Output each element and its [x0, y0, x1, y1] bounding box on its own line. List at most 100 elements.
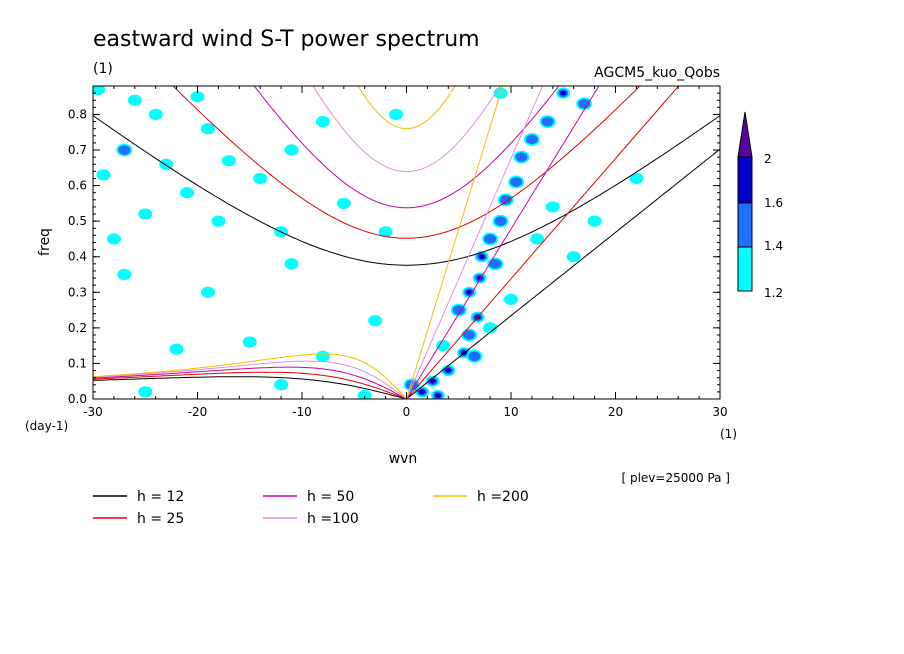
- colorbar-extend: [737, 111, 753, 158]
- chart-subtitle-right: AGCM5_kuo_Qobs: [594, 65, 720, 81]
- rossby-curve: [93, 366, 407, 399]
- power-blob: [368, 315, 383, 327]
- power-blob: [445, 368, 452, 373]
- gravity-curve: [253, 86, 560, 209]
- rossby-curve: [93, 360, 407, 399]
- power-blob: [357, 389, 372, 399]
- power-blob: [253, 172, 268, 185]
- power-blob: [468, 351, 481, 362]
- legend-label: h =200: [477, 489, 529, 505]
- y-tick-label: 0.2: [68, 321, 87, 335]
- colorbar-label: 1.2: [764, 286, 783, 300]
- power-blob: [419, 389, 426, 395]
- rossby-curve: [93, 376, 407, 399]
- power-blob: [530, 233, 545, 245]
- kelvin-curve: [406, 148, 720, 399]
- power-blob: [315, 115, 330, 128]
- dispersion-curves: [93, 86, 720, 399]
- colorbar-label: 1.4: [764, 239, 783, 253]
- kelvin-curve: [406, 86, 600, 399]
- chart-subtitle-left: (1): [93, 61, 113, 77]
- x-tick-label: 20: [608, 405, 623, 419]
- power-blob: [336, 197, 351, 209]
- y-tick-label: 0.5: [68, 214, 87, 228]
- power-blob: [578, 98, 591, 109]
- power-blob: [504, 293, 518, 306]
- power-blob: [138, 386, 153, 398]
- power-blob: [96, 169, 111, 181]
- chart-title: eastward wind S-T power spectrum: [93, 27, 480, 52]
- x-axis-label: wvn: [389, 451, 418, 467]
- legend-label: h =100: [307, 511, 359, 527]
- y-tick-label: 0.3: [68, 285, 87, 299]
- power-blob: [200, 123, 215, 135]
- power-blob: [200, 286, 215, 298]
- x-tick-label: 10: [503, 405, 518, 419]
- power-blob: [389, 108, 404, 121]
- colorbar-label: 1.6: [764, 196, 783, 210]
- gravity-curve: [357, 86, 456, 130]
- power-blob: [274, 379, 289, 391]
- power-blob: [541, 116, 554, 127]
- x-axis-unit: (1): [720, 427, 737, 441]
- kelvin-curve: [406, 86, 504, 399]
- power-blob: [127, 94, 142, 106]
- power-blob: [436, 340, 451, 352]
- power-blob: [483, 322, 498, 334]
- x-tick-label: -30: [83, 405, 103, 419]
- power-blob: [478, 254, 485, 260]
- plot-area: [92, 85, 721, 400]
- power-blob: [452, 305, 465, 315]
- power-blob: [106, 233, 121, 245]
- power-blob: [138, 208, 153, 220]
- power-blob: [434, 393, 441, 398]
- power-blob: [566, 251, 581, 263]
- power-blob: [211, 215, 226, 227]
- legend-label: h = 50: [307, 489, 354, 505]
- gravity-curve: [93, 115, 720, 266]
- y-tick-label: 0.1: [68, 356, 87, 370]
- x-axis: -30 -20 -10 0 10 20 30: [83, 86, 728, 419]
- power-blob: [315, 350, 330, 362]
- legend-label: h = 12: [137, 489, 184, 505]
- colorbar-segment: [737, 156, 753, 204]
- y-axis-unit: (day-1): [25, 419, 68, 433]
- y-axis-label: freq: [37, 228, 53, 256]
- power-blob: [587, 215, 602, 227]
- y-tick-label: 0.4: [68, 250, 87, 264]
- power-blob: [405, 379, 418, 390]
- colorbar-segment: [737, 246, 753, 292]
- power-blob: [242, 336, 257, 348]
- x-tick-label: -20: [188, 405, 208, 419]
- power-blob: [466, 289, 473, 295]
- colorbar-segment: [737, 202, 753, 248]
- footnote: [ plev=25000 Pa ]: [621, 471, 730, 485]
- rossby-curve: [93, 371, 407, 399]
- power-blob: [148, 108, 163, 121]
- y-tick-label: 0.8: [68, 107, 87, 121]
- power-blob: [525, 134, 538, 145]
- x-tick-label: 30: [712, 405, 727, 419]
- power-blob: [489, 259, 502, 269]
- power-blob: [169, 343, 184, 355]
- y-tick-label: 0.7: [68, 143, 87, 157]
- power-blob: [510, 177, 523, 187]
- power-blob: [118, 145, 131, 155]
- power-blob: [484, 234, 497, 244]
- legend: h = 12 h = 25 h = 50 h =100 h =200: [93, 489, 529, 527]
- x-tick-label: -10: [292, 405, 312, 419]
- power-blob: [284, 258, 299, 270]
- power-blob: [629, 172, 644, 185]
- power-blob: [463, 330, 476, 340]
- legend-label: h = 25: [137, 511, 184, 527]
- kelvin-curve: [406, 86, 544, 399]
- gravity-curve: [312, 86, 501, 173]
- kelvin-curve: [406, 86, 680, 399]
- y-axis: 0.0 0.1 0.2 0.3 0.4 0.5 0.6 0.7 0.8: [68, 92, 720, 406]
- power-blob: [180, 187, 195, 199]
- power-blob: [117, 268, 132, 281]
- y-tick-label: 0.0: [68, 392, 87, 406]
- power-blob: [545, 201, 560, 213]
- power-blob: [499, 195, 512, 205]
